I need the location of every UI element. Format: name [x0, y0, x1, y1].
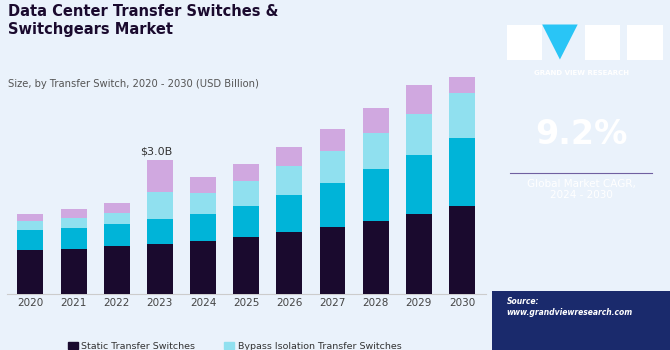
Bar	[147, 192, 173, 219]
Bar	[233, 181, 259, 206]
Bar	[320, 227, 346, 294]
Bar	[147, 219, 173, 244]
Bar	[362, 220, 389, 294]
Bar	[449, 138, 475, 206]
Bar	[362, 169, 389, 220]
Bar	[190, 241, 216, 294]
FancyBboxPatch shape	[507, 25, 542, 60]
Bar	[277, 232, 302, 294]
Bar	[17, 221, 44, 230]
Bar	[277, 147, 302, 166]
Text: 9.2%: 9.2%	[535, 118, 627, 151]
Bar	[406, 154, 431, 214]
Bar	[17, 230, 44, 250]
Bar	[61, 209, 86, 218]
Bar	[190, 193, 216, 215]
Text: Size, by Transfer Switch, 2020 - 2030 (USD Billion): Size, by Transfer Switch, 2020 - 2030 (U…	[8, 79, 259, 89]
FancyBboxPatch shape	[627, 25, 663, 60]
Bar	[17, 250, 44, 294]
Bar	[190, 177, 216, 193]
Bar	[190, 215, 216, 241]
Text: GRAND VIEW RESEARCH: GRAND VIEW RESEARCH	[534, 70, 628, 76]
Bar	[104, 224, 130, 246]
Bar	[320, 183, 346, 227]
Bar	[61, 228, 86, 248]
Bar	[147, 160, 173, 192]
Bar	[449, 206, 475, 294]
Bar	[362, 133, 389, 169]
Bar	[233, 237, 259, 294]
Text: Source:
www.grandviewresearch.com: Source: www.grandviewresearch.com	[507, 298, 633, 317]
Bar	[61, 248, 86, 294]
Polygon shape	[542, 25, 578, 60]
Bar	[104, 213, 130, 224]
Bar	[362, 108, 389, 133]
Bar	[147, 244, 173, 294]
Bar	[320, 151, 346, 183]
FancyBboxPatch shape	[585, 25, 620, 60]
Bar	[406, 214, 431, 294]
Bar	[104, 246, 130, 294]
Bar	[449, 57, 475, 92]
Bar	[406, 85, 431, 114]
Bar	[233, 206, 259, 237]
Text: $3.0B: $3.0B	[141, 146, 173, 156]
Legend: Static Transfer Switches, Automatic Transfer Switches, Bypass Isolation Transfer: Static Transfer Switches, Automatic Tran…	[64, 338, 409, 350]
Bar	[17, 214, 44, 221]
Bar	[233, 164, 259, 181]
Bar	[277, 166, 302, 195]
Bar	[277, 195, 302, 232]
Text: Global Market CAGR,
2024 - 2030: Global Market CAGR, 2024 - 2030	[527, 178, 636, 200]
Bar	[320, 129, 346, 151]
Text: Data Center Transfer Switches &
Switchgears Market: Data Center Transfer Switches & Switchge…	[8, 4, 279, 37]
Bar	[104, 203, 130, 213]
Bar	[406, 114, 431, 154]
FancyBboxPatch shape	[492, 290, 670, 350]
Bar	[61, 218, 86, 228]
Bar	[449, 92, 475, 138]
